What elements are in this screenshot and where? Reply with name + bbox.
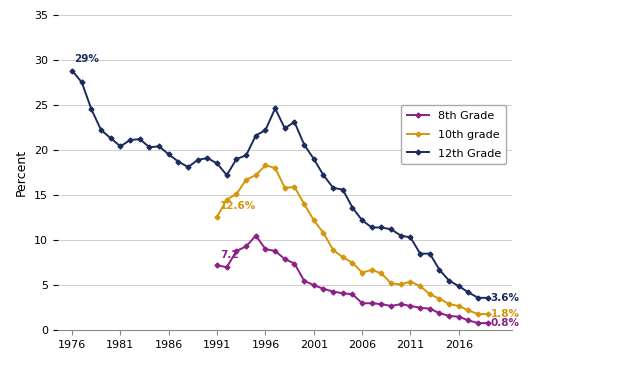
Text: 12.6%: 12.6%	[220, 201, 256, 211]
Text: 0.8%: 0.8%	[491, 318, 520, 328]
Text: 7.2: 7.2	[220, 250, 239, 260]
Text: 3.6%: 3.6%	[491, 293, 520, 303]
Y-axis label: Percent: Percent	[15, 149, 28, 196]
Text: 29%: 29%	[74, 54, 99, 64]
Text: 1.8%: 1.8%	[491, 309, 520, 319]
Legend: 8th Grade, 10th grade, 12th Grade: 8th Grade, 10th grade, 12th Grade	[401, 105, 506, 164]
